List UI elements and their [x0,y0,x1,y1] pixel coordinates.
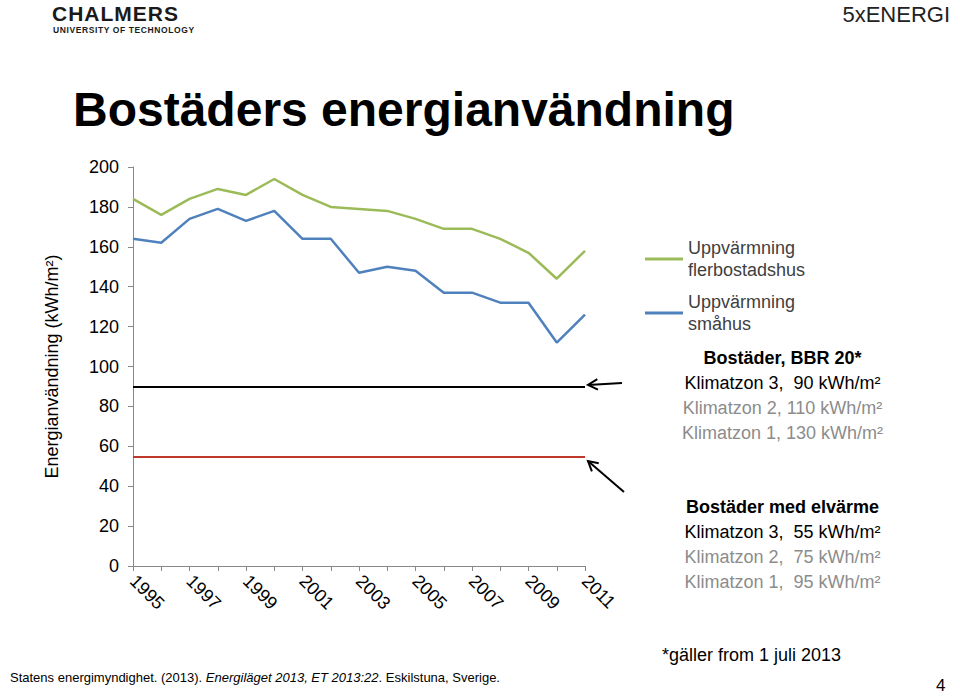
html-text:4: 4 [936,676,946,695]
svg-text:2011: 2011 [578,571,619,612]
svg-text:Uppvärmning: Uppvärmning [688,238,800,258]
svg-text:80: 80 [99,396,119,416]
svg-text:Energianvändning (kWh/m²): Energianvändning (kWh/m²) [42,254,62,478]
html-text:Klimatzon 2, 110 kWh/m²: Klimatzon 2, 110 kWh/m² [682,398,883,418]
svg-text:2009: 2009 [521,571,563,613]
svg-text:60: 60 [99,436,119,456]
html-text:Statens energimyndighet. (2013: Statens energimyndighet. (2013). Energil… [10,670,500,685]
svg-text:småhus: småhus [688,314,751,334]
html-text:UNIVERSITY OF TECHNOLOGY: UNIVERSITY OF TECHNOLOGY [53,25,195,35]
svg-text:1999: 1999 [239,571,281,613]
html-text:Bostäder, BBR 20*: Bostäder, BBR 20* [703,348,862,368]
html-text:Klimatzon 3, 90 kWh/m²: Klimatzon 3, 90 kWh/m² [684,373,881,393]
svg-text:180: 180 [89,197,119,217]
html-text:Klimatzon 3, 55 kWh/m²: Klimatzon 3, 55 kWh/m² [684,522,881,542]
svg-text:160: 160 [89,237,119,257]
svg-text:100: 100 [89,357,119,377]
svg-text:0: 0 [109,556,119,576]
svg-text:2007: 2007 [465,571,507,613]
svg-text:200: 200 [89,157,119,177]
html-text:Klimatzon 1, 95 kWh/m²: Klimatzon 1, 95 kWh/m² [684,572,881,592]
html-text:5xENERGI: 5xENERGI [842,2,950,27]
html-text:Bostäder med elvärme: Bostäder med elvärme [686,497,879,517]
html-text:Klimatzon 2, 75 kWh/m²: Klimatzon 2, 75 kWh/m² [684,547,881,567]
svg-text:20: 20 [99,516,119,536]
svg-text:120: 120 [89,317,119,337]
svg-text:Uppvärmning: Uppvärmning [688,292,800,312]
svg-text:Bostäders energianvändning: Bostäders energianvändning [73,83,734,136]
html-text:CHALMERS: CHALMERS [52,2,179,25]
svg-text:2001: 2001 [295,571,337,613]
svg-text:2003: 2003 [352,571,394,613]
svg-text:flerbostadshus: flerbostadshus [688,260,805,280]
html-text:*gäller from 1 juli 2013: *gäller from 1 juli 2013 [662,645,842,665]
html-text:Klimatzon 1, 130 kWh/m²: Klimatzon 1, 130 kWh/m² [682,423,883,443]
svg-text:2005: 2005 [408,571,450,613]
svg-text:1997: 1997 [182,571,224,613]
svg-text:40: 40 [99,476,119,496]
svg-text:140: 140 [89,277,119,297]
svg-text:1995: 1995 [126,571,168,613]
